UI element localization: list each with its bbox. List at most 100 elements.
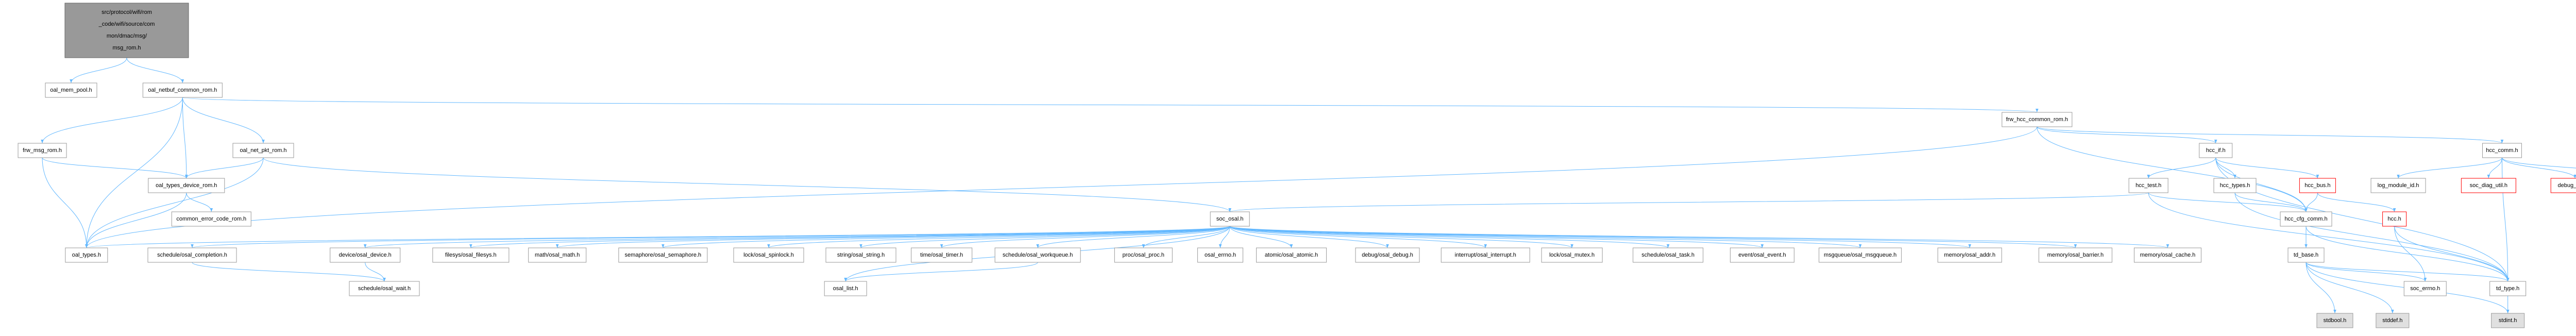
edge [2148, 192, 2510, 282]
edge [767, 226, 1230, 248]
root-label: src/protocol/wifi/rom [101, 9, 152, 15]
edge [182, 97, 2038, 113]
edge [1229, 226, 2169, 248]
edge [70, 57, 127, 83]
node-label: schedule/osal_wait.h [358, 285, 411, 292]
node-label: oal_mem_pool.h [50, 87, 92, 93]
node-label: device/osal_device.h [339, 252, 392, 258]
edge [1229, 226, 1862, 248]
node-label: soc_diag_util.h [2470, 182, 2507, 189]
edge [1229, 226, 1389, 248]
node-box [1440, 247, 1530, 263]
node-label: proc/osal_proc.h [1123, 252, 1164, 258]
edge [126, 57, 184, 83]
edge [186, 192, 213, 212]
node-box [911, 247, 973, 263]
edge [2148, 192, 2308, 212]
node-box [432, 247, 510, 263]
edge [85, 192, 187, 248]
edge [2394, 226, 2510, 282]
edge [182, 97, 188, 179]
edge [2234, 192, 2510, 282]
edge [2501, 157, 2576, 169]
node-box [232, 143, 294, 158]
node-label: common_error_code_rom.h [176, 216, 246, 222]
edge [940, 226, 1230, 248]
node-box [528, 247, 587, 263]
node-box [2213, 178, 2257, 193]
edge [2306, 262, 2336, 314]
node-box [1210, 211, 1250, 227]
node-box [1355, 247, 1420, 263]
node-box [2382, 211, 2407, 227]
node-box [2280, 211, 2332, 227]
node-box [45, 82, 97, 98]
edge [42, 157, 188, 179]
edge [1142, 226, 1230, 248]
node-label: soc_osal.h [1216, 216, 1244, 222]
node-box [825, 247, 896, 263]
edge [2215, 157, 2308, 212]
root-node [64, 3, 189, 58]
edge [1229, 226, 1670, 248]
edge [1229, 226, 1293, 248]
node-label: atomic/osal_atomic.h [1265, 252, 1318, 258]
node-label: debug_print.h [2558, 182, 2576, 189]
edge [1229, 192, 2149, 212]
node-label: memory/osal_addr.h [1944, 252, 1995, 258]
node-label: stdbool.h [2324, 317, 2347, 324]
node-box [2199, 143, 2233, 158]
node-label: time/osal_timer.h [920, 252, 963, 258]
edge [662, 226, 1230, 248]
node-box [1541, 247, 1603, 263]
node-box [2316, 313, 2353, 328]
node-box [2376, 313, 2410, 328]
node-label: math/osal_math.h [535, 252, 580, 258]
edge [2306, 226, 2510, 282]
node-label: hcc_test.h [2136, 182, 2161, 189]
edge [185, 157, 264, 179]
node-box [2489, 281, 2527, 296]
node-label: memory/osal_cache.h [2140, 252, 2196, 258]
node-label: memory/osal_barrier.h [2047, 252, 2104, 258]
node-box [618, 247, 708, 263]
edge [2304, 192, 2318, 212]
edge [2397, 157, 2502, 179]
edge [191, 226, 1230, 248]
node-label: oal_types.h [72, 252, 101, 258]
node-label: oal_net_pkt_rom.h [240, 147, 286, 154]
node-label: frw_msg_rom.h [23, 147, 62, 154]
edge [2501, 157, 2576, 179]
node-label: schedule/osal_workqueue.h [1003, 252, 1073, 258]
edge [2501, 157, 2510, 282]
node-box [65, 247, 108, 263]
node-box [1730, 247, 1794, 263]
node-box [994, 247, 1081, 263]
node-label: interrupt/osal_interrupt.h [1455, 252, 1516, 258]
node-label: debug/osal_debug.h [1362, 252, 1413, 258]
node-box [2550, 178, 2576, 193]
edge [556, 226, 1230, 248]
edge [469, 226, 1230, 248]
node-label: string/osal_string.h [837, 252, 885, 258]
node-box [171, 211, 251, 227]
node-box [2491, 313, 2525, 328]
edge [1229, 226, 1573, 248]
node-label: hcc_if.h [2206, 147, 2226, 154]
node-box [1819, 247, 1902, 263]
node-label: frw_hcc_common_rom.h [2006, 116, 2068, 123]
edge [192, 262, 386, 282]
edge [85, 126, 2038, 248]
node-label: event/osal_event.h [1738, 252, 1786, 258]
node-label: oal_types_device_rom.h [156, 182, 217, 189]
node-label: hcc_types.h [2220, 182, 2250, 189]
root-label: mon/dmac/msg/ [107, 33, 147, 39]
node-label: lock/osal_mutex.h [1549, 252, 1595, 258]
node-label: stdint.h [2499, 317, 2517, 324]
node-label: hcc_bus.h [2304, 182, 2330, 189]
node-label: schedule/osal_task.h [1641, 252, 1694, 258]
node-box [1633, 247, 1704, 263]
node-box [2133, 247, 2201, 263]
node-box [330, 247, 401, 263]
